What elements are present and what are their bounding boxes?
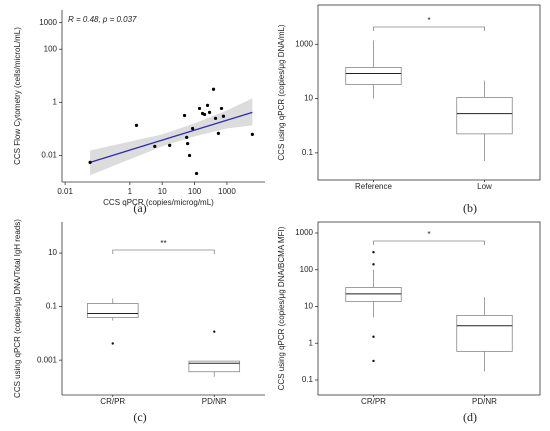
y-tick-label: 1000: [295, 39, 313, 48]
panel-label: (d): [463, 410, 477, 424]
y-axis-label: CCS Flow Cytometry (cells/microL/mL): [13, 27, 22, 165]
point: [219, 106, 224, 111]
outlier: [372, 335, 375, 338]
outlier: [111, 342, 114, 345]
y-tick-label: 100: [300, 265, 314, 274]
box: [345, 67, 402, 85]
y-tick-label: 0.1: [302, 148, 314, 157]
x-axis-label: CCS qPCR (copies/microg/mL): [103, 198, 214, 207]
significance-label: **: [160, 239, 166, 248]
point: [182, 113, 187, 118]
point: [250, 132, 254, 137]
box: [86, 303, 139, 318]
y-axis-label: CCS using qPCR (copies/μg DNA/Total IgH …: [13, 219, 22, 398]
plot-frame: [317, 4, 541, 181]
y-tick-label: 1000: [39, 18, 57, 27]
x-tick-label: 100: [188, 187, 202, 196]
point: [213, 116, 218, 120]
point: [205, 103, 210, 107]
y-tick-label: 0.01: [41, 151, 57, 160]
point: [185, 135, 189, 139]
y-tick-label: 1: [309, 338, 314, 347]
y-tick-label: 1: [53, 97, 58, 106]
box: [456, 97, 513, 135]
y-axis-label: CCS using qPCR (copies/μg DNA/BCMA MFI): [277, 226, 286, 390]
point: [186, 141, 190, 146]
point: [153, 144, 157, 148]
point: [197, 106, 202, 111]
box: [188, 360, 241, 373]
point: [168, 143, 172, 147]
point: [194, 171, 199, 176]
point: [134, 123, 139, 127]
x-tick-label: 10: [158, 187, 167, 196]
outlier: [372, 359, 375, 363]
significance-label: *: [427, 230, 430, 239]
x-tick-label: CR/PR: [100, 397, 125, 406]
y-tick-label: 1000: [295, 228, 313, 237]
significance-bracket: [373, 26, 485, 31]
y-tick-label: 0.001: [37, 355, 58, 364]
panel-label: (c): [133, 410, 146, 424]
x-tick-label: PD/NR: [472, 397, 497, 406]
y-tick-label: 10: [48, 248, 57, 257]
box: [456, 315, 513, 352]
y-tick-label: 10: [304, 302, 313, 311]
point: [216, 131, 221, 135]
y-tick-label: 10: [304, 94, 313, 103]
y-tick-label: 0.1: [302, 375, 314, 384]
y-axis-label: CCS using qPCR (copies/μg DNA/mL): [277, 24, 286, 161]
y-tick-label: 0.1: [46, 302, 58, 311]
outlier: [213, 330, 216, 333]
significance-bracket: [373, 240, 485, 245]
x-tick-label: 1000: [218, 187, 236, 196]
plot-frame: [317, 221, 541, 396]
point: [207, 110, 212, 114]
point: [202, 112, 207, 117]
point: [221, 114, 226, 118]
point: [211, 87, 216, 91]
x-tick-label: Low: [477, 182, 492, 191]
x-tick-label: CR/PR: [361, 397, 386, 406]
significance-label: *: [427, 16, 430, 25]
panel-label: (b): [463, 201, 477, 215]
panel-label: (a): [133, 201, 146, 215]
annotation: R = 0.48, p = 0.037: [68, 15, 137, 24]
y-tick-label: 100: [44, 44, 58, 53]
x-tick-label: 0.01: [57, 187, 73, 196]
significance-bracket: [112, 249, 215, 254]
outlier: [372, 250, 375, 254]
x-tick-label: PD/NR: [202, 397, 227, 406]
point: [191, 126, 195, 131]
point: [187, 153, 192, 158]
fit-line: [89, 111, 253, 163]
point: [88, 160, 92, 164]
x-tick-label: 1: [128, 187, 133, 196]
x-tick-label: Reference: [355, 182, 392, 191]
outlier: [372, 263, 375, 266]
box: [345, 287, 402, 302]
